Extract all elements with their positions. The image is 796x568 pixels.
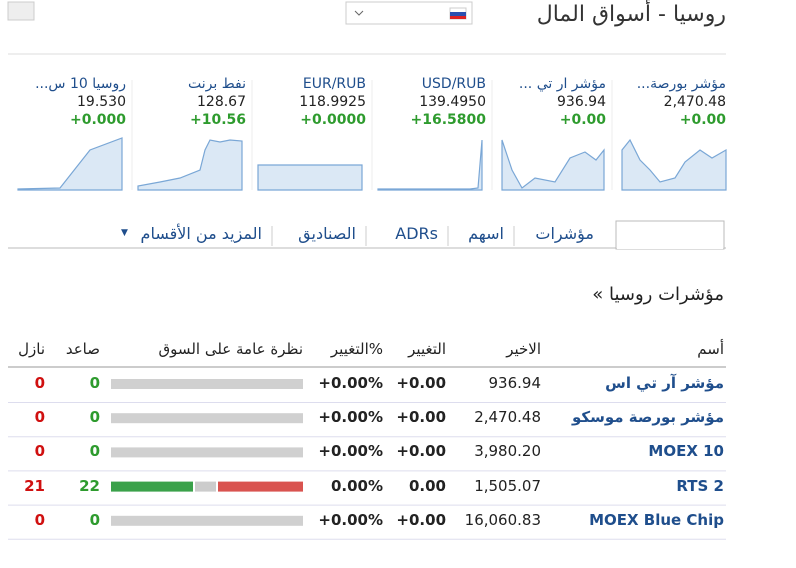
flag-blue — [450, 12, 466, 16]
change: +0.00 — [396, 408, 446, 427]
ticker-last: 19.530 — [77, 94, 126, 110]
market-bar — [111, 515, 303, 526]
advancing: 0 — [89, 374, 100, 392]
ticker-name[interactable]: USD/RUB — [421, 76, 486, 92]
last-price: 2,470.48 — [474, 408, 541, 427]
index-name[interactable]: RTS 2 — [676, 476, 724, 495]
ticker-change: +16.5800 — [410, 112, 487, 128]
ticker-change: +0.000 — [69, 112, 126, 128]
page-title: روسيا - أسواق المال — [536, 2, 726, 27]
last-price: 936.94 — [488, 374, 542, 392]
ticker-name[interactable]: مؤشر ار تي ... — [518, 76, 606, 92]
column-header: التغيير — [408, 340, 446, 358]
ticker-last: 2,470.48 — [663, 94, 726, 110]
change: +0.00 — [396, 510, 446, 529]
tab[interactable]: مؤشرات — [535, 224, 594, 243]
ticker-last: 118.9925 — [299, 94, 366, 110]
ticker-name[interactable]: EUR/RUB — [302, 76, 366, 92]
column-header: نازل — [18, 340, 45, 358]
declining: 0 — [34, 510, 45, 529]
ticker-last: 936.94 — [557, 94, 606, 110]
market-bar — [218, 481, 303, 492]
declining: 0 — [34, 408, 45, 427]
select-box[interactable] — [345, 1, 473, 25]
change-pct: +0.00% — [318, 408, 383, 427]
market-bar — [111, 379, 303, 389]
select-arrow — [354, 10, 364, 16]
last-price: 16,060.83 — [464, 510, 541, 529]
ticker-last: 139.4950 — [419, 94, 486, 110]
tab[interactable]: الصناديق — [298, 224, 356, 243]
declining: 0 — [34, 374, 45, 392]
ticker-last: 128.67 — [197, 94, 246, 110]
ticker-change: +0.00 — [559, 112, 606, 128]
market-bar — [195, 481, 216, 492]
ticker-change: +10.56 — [189, 112, 246, 128]
market-bar — [111, 413, 303, 424]
section-title: مؤشرات روسيا » — [592, 284, 724, 305]
advancing: 0 — [89, 408, 100, 427]
ticker-name[interactable]: روسيا 10 س... — [35, 76, 126, 92]
index-name[interactable]: MOEX 10 — [648, 442, 724, 461]
declining: 0 — [34, 442, 45, 461]
advancing: 0 — [89, 510, 100, 529]
change-pct: 0.00% — [330, 476, 383, 495]
info-box — [7, 1, 35, 21]
column-header: الاخير — [506, 340, 541, 358]
advancing: 22 — [79, 476, 100, 495]
market-bar — [111, 447, 303, 458]
change: +0.00 — [396, 442, 446, 461]
ticker-name[interactable]: نفط برنت — [188, 76, 246, 92]
tab[interactable]: المزيد من الأقسام — [140, 224, 262, 243]
advancing: 0 — [89, 442, 100, 461]
change-pct: +0.00% — [318, 510, 383, 529]
tab[interactable]: اسهم — [468, 224, 504, 243]
last-price: 3,980.20 — [474, 442, 541, 461]
index-name[interactable]: مؤشر بورصة موسكو — [571, 408, 724, 427]
active-tab — [615, 220, 725, 250]
ticker-name[interactable]: مؤشر بورصة... — [636, 76, 726, 92]
index-name[interactable]: MOEX Blue Chip — [589, 510, 724, 529]
dropdown-caret[interactable]: ▼ — [121, 228, 128, 238]
market-bar — [111, 481, 193, 492]
index-name[interactable]: مؤشر آر تي اس — [605, 374, 724, 392]
column-header: %التغيير — [330, 340, 383, 358]
change: 0.00 — [408, 476, 446, 495]
ticker-change: +0.00 — [679, 112, 726, 128]
tab[interactable]: ADRs — [395, 224, 438, 243]
change-pct: +0.00% — [318, 374, 383, 392]
column-header: أسم — [697, 340, 724, 358]
change: +0.00 — [396, 374, 446, 392]
column-header: صاعد — [65, 340, 100, 358]
flag-red — [450, 16, 466, 19]
change-pct: +0.00% — [318, 442, 383, 461]
column-header: نظرة عامة على السوق — [158, 340, 303, 358]
last-price: 1,505.07 — [474, 476, 541, 495]
ticker-change: +0.0000 — [300, 112, 366, 128]
declining: 21 — [24, 476, 45, 495]
sparklines — [17, 137, 727, 191]
